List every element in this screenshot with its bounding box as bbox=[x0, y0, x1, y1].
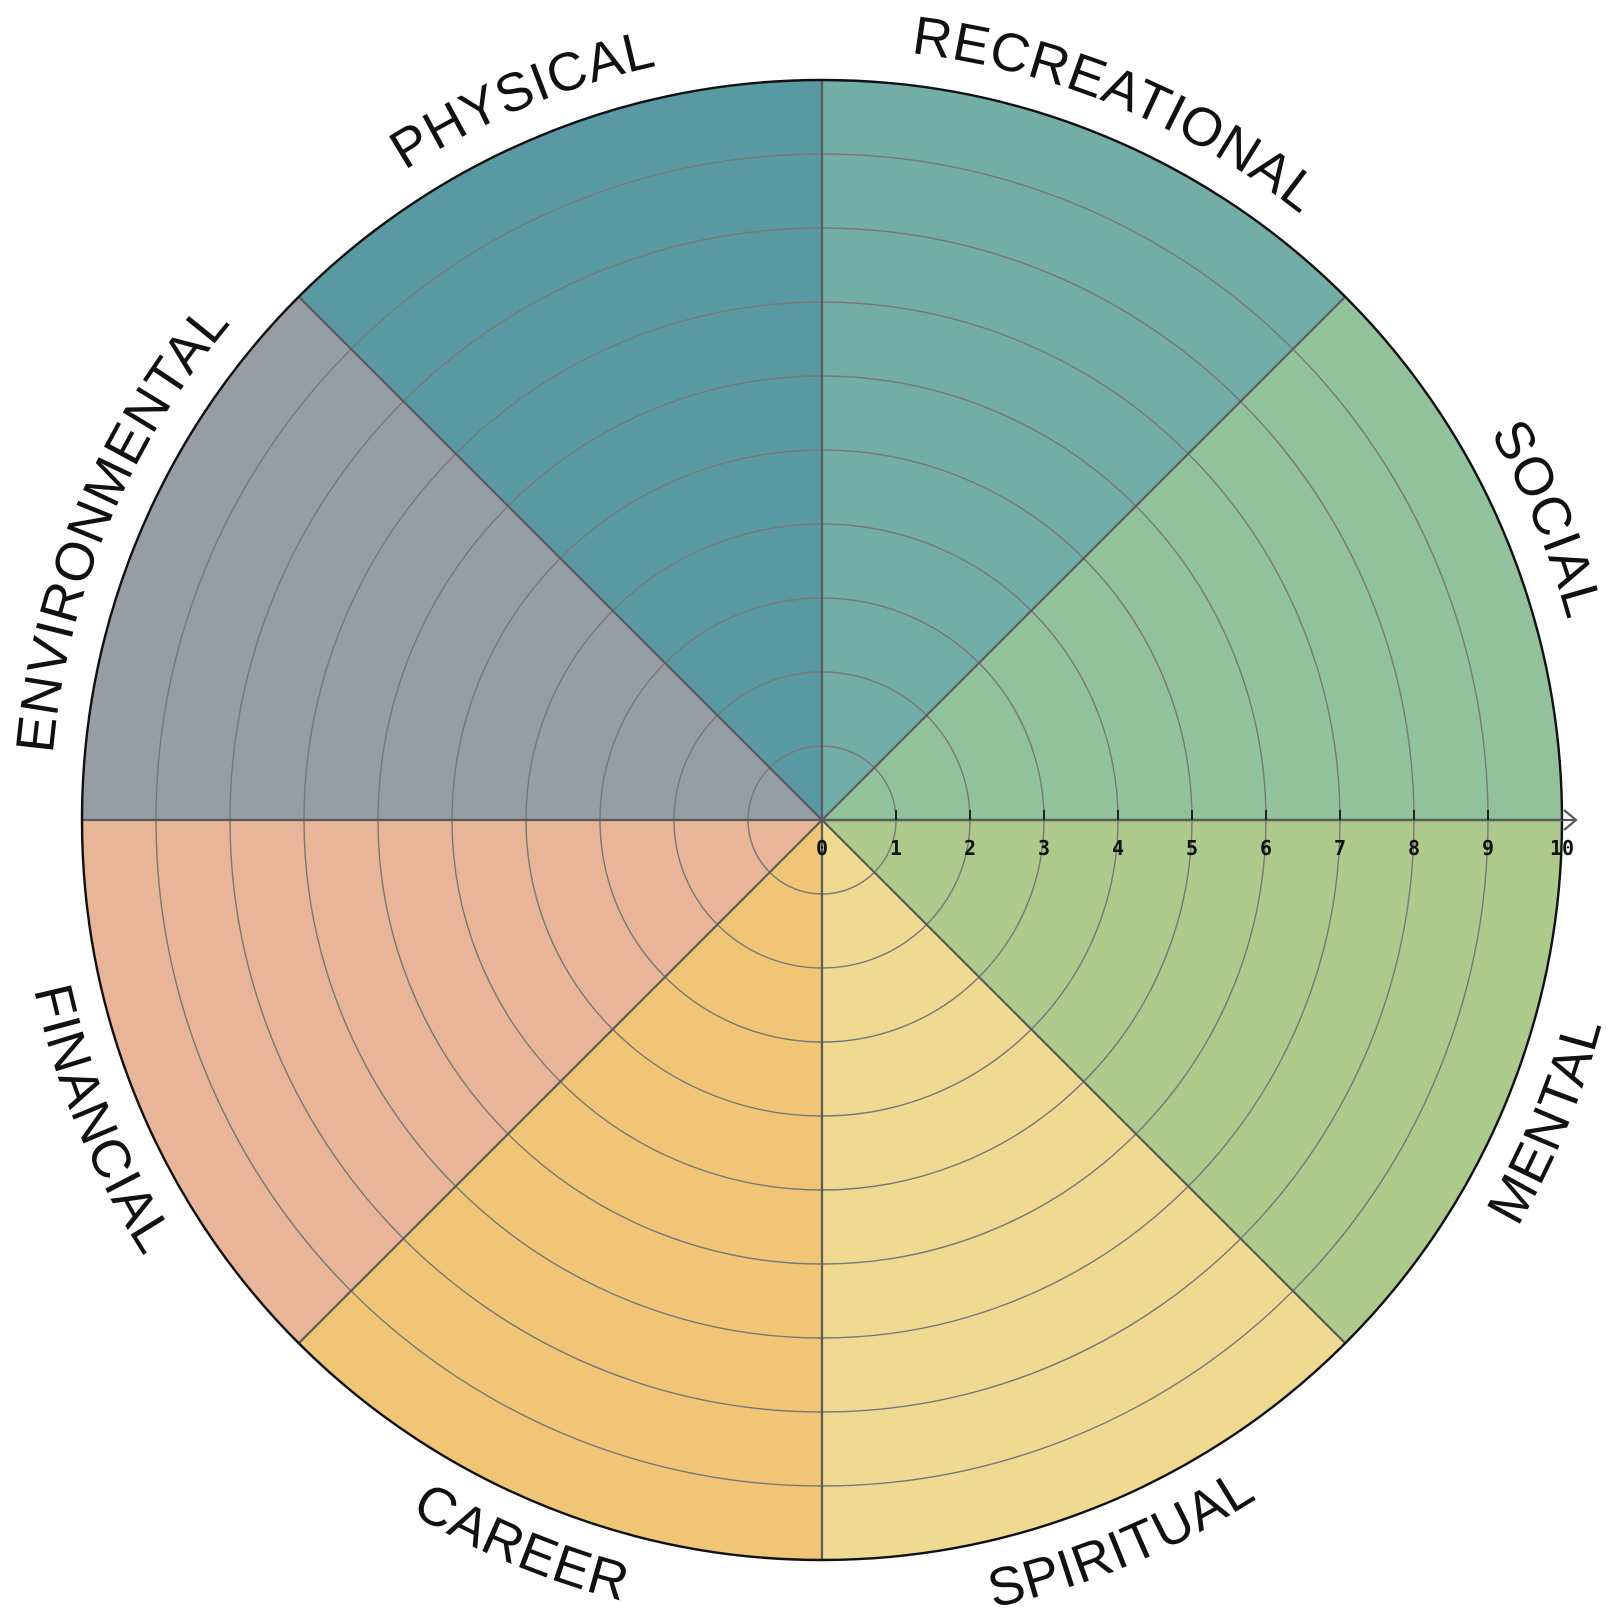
segment-environmental[interactable] bbox=[82, 296, 822, 820]
tick-label: 3 bbox=[1038, 836, 1050, 860]
tick-label: 9 bbox=[1482, 836, 1494, 860]
tick-label: 8 bbox=[1408, 836, 1420, 860]
segment-career[interactable] bbox=[298, 820, 822, 1560]
tick-label: 7 bbox=[1334, 836, 1346, 860]
scale-axis: 0 1 2 3 4 5 6 7 8 9 10 bbox=[816, 809, 1578, 860]
segment-social[interactable] bbox=[822, 296, 1562, 820]
divider-line bbox=[821, 295, 1347, 821]
segment-physical[interactable] bbox=[298, 80, 822, 820]
tick-label: 6 bbox=[1260, 836, 1272, 860]
segment-spiritual[interactable] bbox=[822, 820, 1346, 1560]
tick-label: 10 bbox=[1550, 836, 1574, 860]
divider-line bbox=[297, 819, 823, 1345]
segments-layer bbox=[82, 80, 1562, 1560]
tick-label: 2 bbox=[964, 836, 976, 860]
divider-line bbox=[821, 819, 1347, 1345]
tick-label: 5 bbox=[1186, 836, 1198, 860]
tick-label: 0 bbox=[816, 836, 828, 860]
tick-label: 4 bbox=[1112, 836, 1124, 860]
tick-label: 1 bbox=[890, 836, 902, 860]
axis-arrow-icon bbox=[1563, 809, 1578, 831]
divider-line bbox=[297, 295, 823, 821]
segment-recreational[interactable] bbox=[822, 80, 1346, 820]
segment-mental[interactable] bbox=[822, 820, 1562, 1344]
segment-financial[interactable] bbox=[82, 820, 822, 1344]
dividers-layer bbox=[82, 80, 1562, 1560]
